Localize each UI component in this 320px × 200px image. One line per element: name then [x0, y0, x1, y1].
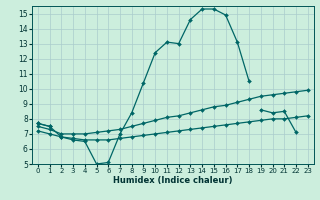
X-axis label: Humidex (Indice chaleur): Humidex (Indice chaleur)	[113, 176, 233, 185]
